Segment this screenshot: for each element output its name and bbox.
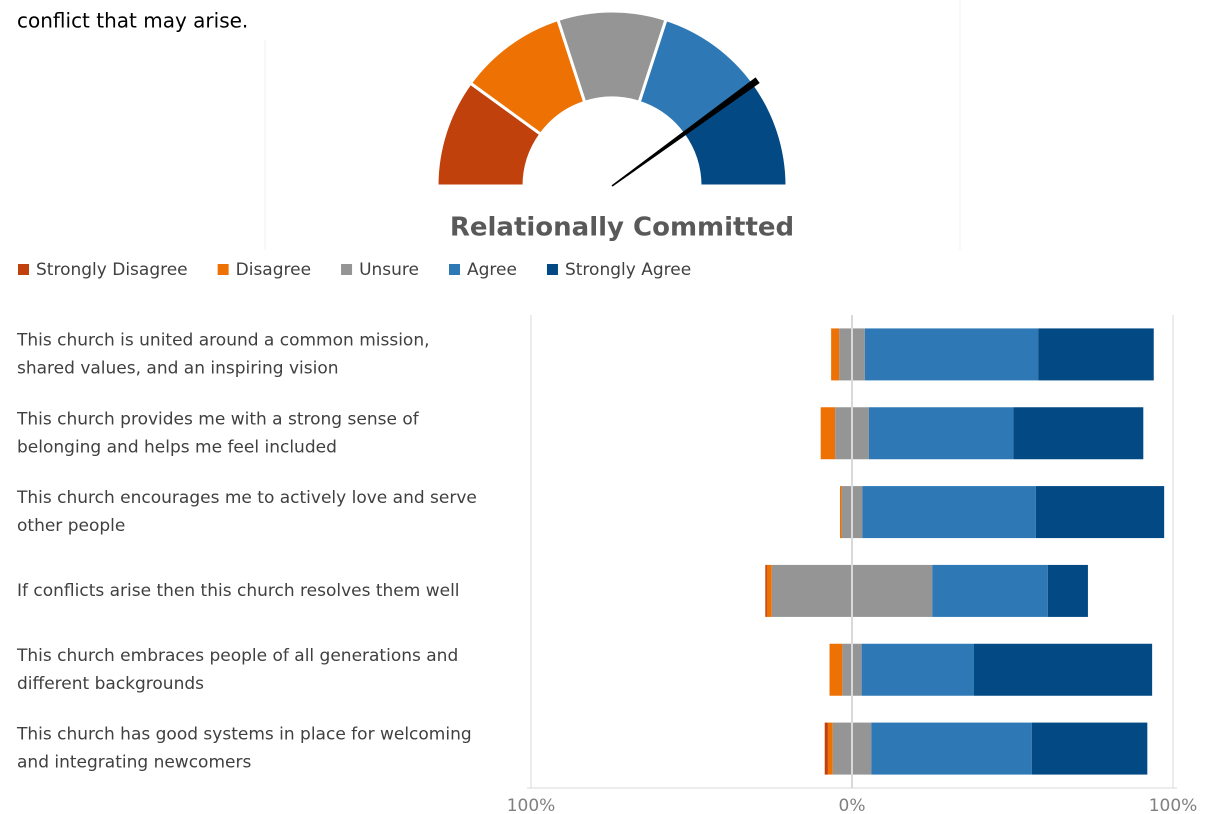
- category-label: This church is united around a common mi…: [16, 330, 430, 350]
- x-tick-label: 100%: [507, 796, 556, 814]
- legend-label: Strongly Disagree: [36, 260, 188, 280]
- category-label: This church embraces people of all gener…: [16, 646, 458, 666]
- bar-segment: [868, 407, 1014, 460]
- legend-label: Unsure: [359, 260, 419, 280]
- category-label: This church has good systems in place fo…: [16, 725, 472, 745]
- bar-segment: [831, 328, 840, 381]
- gauge-segment: [681, 81, 789, 188]
- bar-segment: [871, 722, 1032, 775]
- bar-segment: [1047, 564, 1088, 617]
- legend-swatch: [217, 264, 229, 275]
- legend-label: Disagree: [236, 260, 311, 280]
- category-label: different backgrounds: [17, 674, 204, 694]
- category-label: This church encourages me to actively lo…: [16, 488, 477, 508]
- legend-swatch: [341, 264, 353, 275]
- category-label: If conflicts arise then this church reso…: [17, 581, 460, 601]
- bar-segment: [864, 328, 1039, 381]
- legend-label: Agree: [467, 260, 517, 280]
- legend-label: Strongly Agree: [565, 260, 691, 280]
- body-text: conflict that may arise.: [17, 9, 248, 33]
- category-label: other people: [17, 516, 125, 536]
- bar-segment: [1031, 722, 1148, 775]
- bar-segment: [1013, 407, 1144, 460]
- bar-segment: [766, 564, 772, 617]
- bar-segment: [839, 486, 842, 539]
- category-label: This church provides me with a strong se…: [16, 409, 420, 429]
- x-tick-label: 100%: [1149, 796, 1198, 814]
- category-label: and integrating newcomers: [17, 753, 251, 773]
- bar-segment: [932, 564, 1048, 617]
- legend-swatch: [18, 264, 29, 275]
- bar-segment: [829, 643, 843, 696]
- category-label: belonging and helps me feel included: [17, 437, 337, 457]
- bar-segment: [820, 407, 836, 460]
- bar-segment: [1035, 486, 1165, 539]
- bar-segment: [1038, 328, 1154, 381]
- bar-segment: [827, 722, 833, 775]
- bar-segment: [824, 722, 828, 775]
- category-label: shared values, and an inspiring vision: [17, 358, 339, 378]
- gauge-title: Relationally Committed: [450, 213, 794, 243]
- bar-segment: [765, 564, 767, 617]
- legend-swatch: [546, 264, 558, 275]
- x-tick-label: 0%: [839, 796, 866, 814]
- bar-segment: [862, 486, 1036, 539]
- bar-segment: [861, 643, 974, 696]
- bar-segment: [973, 643, 1153, 696]
- gauge-needle: [611, 77, 760, 187]
- legend-swatch: [449, 264, 460, 275]
